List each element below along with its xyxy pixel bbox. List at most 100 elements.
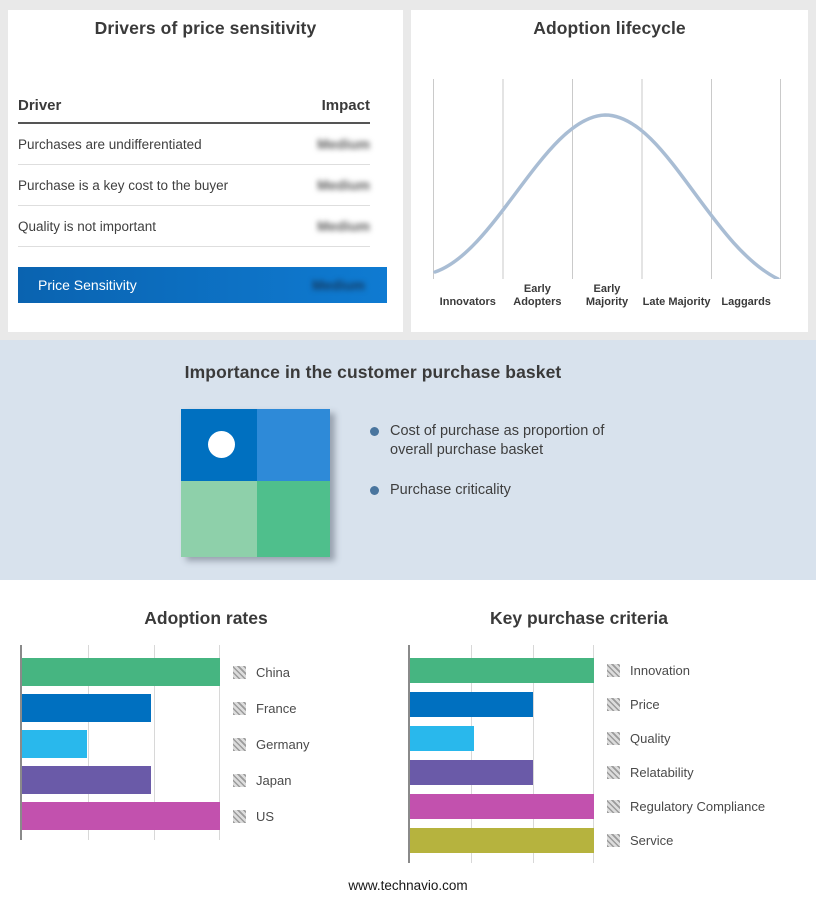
key-purchase-criteria-title: Key purchase criteria (489, 608, 668, 628)
legend-item-quality: Quality (607, 726, 765, 751)
adoption-rates-bars (22, 658, 220, 830)
lifecycle-chart (433, 79, 781, 281)
stage-label-laggards: Laggards (721, 296, 771, 309)
stage-label-late-majority: Late Majority (642, 296, 711, 309)
bottom-charts-section: Adoption rates China France Germany Japan US… (0, 580, 816, 902)
bullet-dot-icon (370, 486, 379, 496)
legend-item-japan: Japan (233, 766, 309, 794)
legend-label: Germany (256, 736, 310, 752)
bullet-text: Cost of purchase as proportion of overal… (390, 423, 605, 459)
position-marker-dot (208, 431, 235, 458)
drivers-table-header: Driver Impact (18, 97, 370, 124)
driver-name: Purchases are undifferentiated (18, 136, 202, 152)
lifecycle-stage-labels: Innovators Early Adopters Early Majority… (433, 283, 781, 309)
legend-label: Quality (630, 731, 671, 746)
basket-bullets: Cost of purchase as proportion of overal… (370, 409, 628, 557)
driver-row: Purchase is a key cost to the buyer Medi… (18, 165, 370, 206)
legend-item-innovation: Innovation (607, 658, 765, 683)
impact-value-blurred: Medium (317, 218, 370, 234)
legend-swatch-icon (607, 732, 620, 745)
quadrant-bottom-left (181, 481, 257, 557)
gridline (471, 645, 473, 863)
legend-swatch-icon (607, 664, 620, 677)
legend-label: China (256, 664, 290, 680)
legend-swatch-icon (233, 773, 246, 787)
adoption-rates-legend: China France Germany Japan US (233, 645, 309, 840)
basket-content: Cost of purchase as proportion of overal… (181, 409, 816, 557)
adoption-rates-body: China France Germany Japan US (20, 645, 380, 840)
legend-item-regulatory-compliance: Regulatory Compliance (607, 794, 765, 819)
legend-label: Innovation (630, 663, 690, 678)
key-purchase-criteria-chart: Key purchase criteria Innovation Price Qua… (408, 580, 808, 863)
legend-label: US (256, 808, 275, 824)
drivers-table: Driver Impact Purchases are undifferenti… (18, 97, 370, 247)
gridline (219, 645, 220, 840)
quadrant-bottom-right (257, 481, 330, 557)
bar-quality (410, 726, 475, 751)
bar-japan (22, 766, 151, 794)
bar-service (410, 828, 594, 853)
gridline (593, 645, 594, 863)
driver-row: Purchases are undifferentiated Medium (18, 124, 370, 165)
column-header-impact: Impact (321, 97, 370, 114)
bar-innovation (410, 658, 594, 683)
legend-label: France (256, 700, 297, 716)
lifecycle-gridlines (433, 79, 781, 279)
adoption-lifecycle-panel: Adoption lifecycle Innovators Early Adop… (411, 10, 808, 332)
adoption-rates-chart: Adoption rates China France Germany Japan US (20, 580, 380, 863)
impact-value-blurred: Medium (317, 177, 370, 193)
bar-france (22, 694, 151, 722)
bar-china (22, 658, 220, 686)
legend-item-china: China (233, 658, 309, 686)
legend-label: Regulatory Compliance (630, 799, 766, 814)
key-purchase-criteria-plot (408, 645, 594, 863)
legend-item-relatability: Relatability (607, 760, 765, 785)
quadrant-matrix (181, 409, 330, 557)
bar-germany (22, 730, 88, 758)
bullet-dot-icon (370, 427, 379, 436)
legend-label: Relatability (630, 765, 694, 780)
driver-name: Quality is not important (18, 218, 157, 234)
stage-label-early-adopters: Early Adopters (513, 283, 562, 309)
drivers-panel-title: Drivers of price sensitivity (94, 18, 317, 38)
lifecycle-title: Adoption lifecycle (533, 18, 686, 38)
price-sensitivity-impact-blurred: Medium (312, 277, 365, 293)
column-header-driver: Driver (18, 97, 62, 114)
legend-label: Price (630, 697, 660, 712)
legend-swatch-icon (607, 766, 620, 779)
bar-relatability (410, 760, 534, 785)
charts-row: Adoption rates China France Germany Japan US… (0, 580, 816, 863)
legend-swatch-icon (233, 809, 246, 823)
bar-regulatory-compliance (410, 794, 594, 819)
drivers-panel: Drivers of price sensitivity Driver Impa… (8, 10, 403, 332)
adoption-rates-title: Adoption rates (144, 608, 268, 628)
driver-row: Quality is not important Medium (18, 206, 370, 247)
legend-item-germany: Germany (233, 730, 309, 758)
legend-swatch-icon (607, 698, 620, 711)
bullet-item: Cost of purchase as proportion of overal… (370, 422, 628, 460)
bell-curve (433, 113, 780, 281)
legend-item-us: US (233, 802, 309, 830)
key-purchase-criteria-legend: Innovation Price Quality Relatability Regula… (607, 645, 765, 863)
key-purchase-criteria-bars (410, 658, 594, 853)
legend-item-france: France (233, 694, 309, 722)
legend-swatch-icon (607, 800, 620, 813)
legend-swatch-icon (233, 665, 246, 679)
bar-us (22, 802, 220, 830)
gridline (532, 645, 534, 863)
bar-price (410, 692, 534, 717)
legend-swatch-icon (233, 701, 246, 715)
driver-name: Purchase is a key cost to the buyer (18, 177, 229, 193)
purchase-basket-band: Importance in the customer purchase bask… (0, 340, 816, 580)
legend-swatch-icon (607, 834, 620, 847)
gridline (153, 645, 155, 840)
legend-label: Service (630, 833, 674, 848)
price-sensitivity-label: Price Sensitivity (38, 277, 137, 293)
stage-label-early-majority: Early Majority (585, 283, 629, 309)
legend-item-service: Service (607, 828, 765, 853)
basket-title: Importance in the customer purchase bask… (184, 362, 562, 382)
gridline (87, 645, 89, 840)
technavio-url: www.technavio.com (348, 878, 468, 893)
key-purchase-criteria-body: Innovation Price Quality Relatability Regula… (408, 645, 808, 863)
price-sensitivity-row: Price Sensitivity Medium (18, 267, 387, 303)
